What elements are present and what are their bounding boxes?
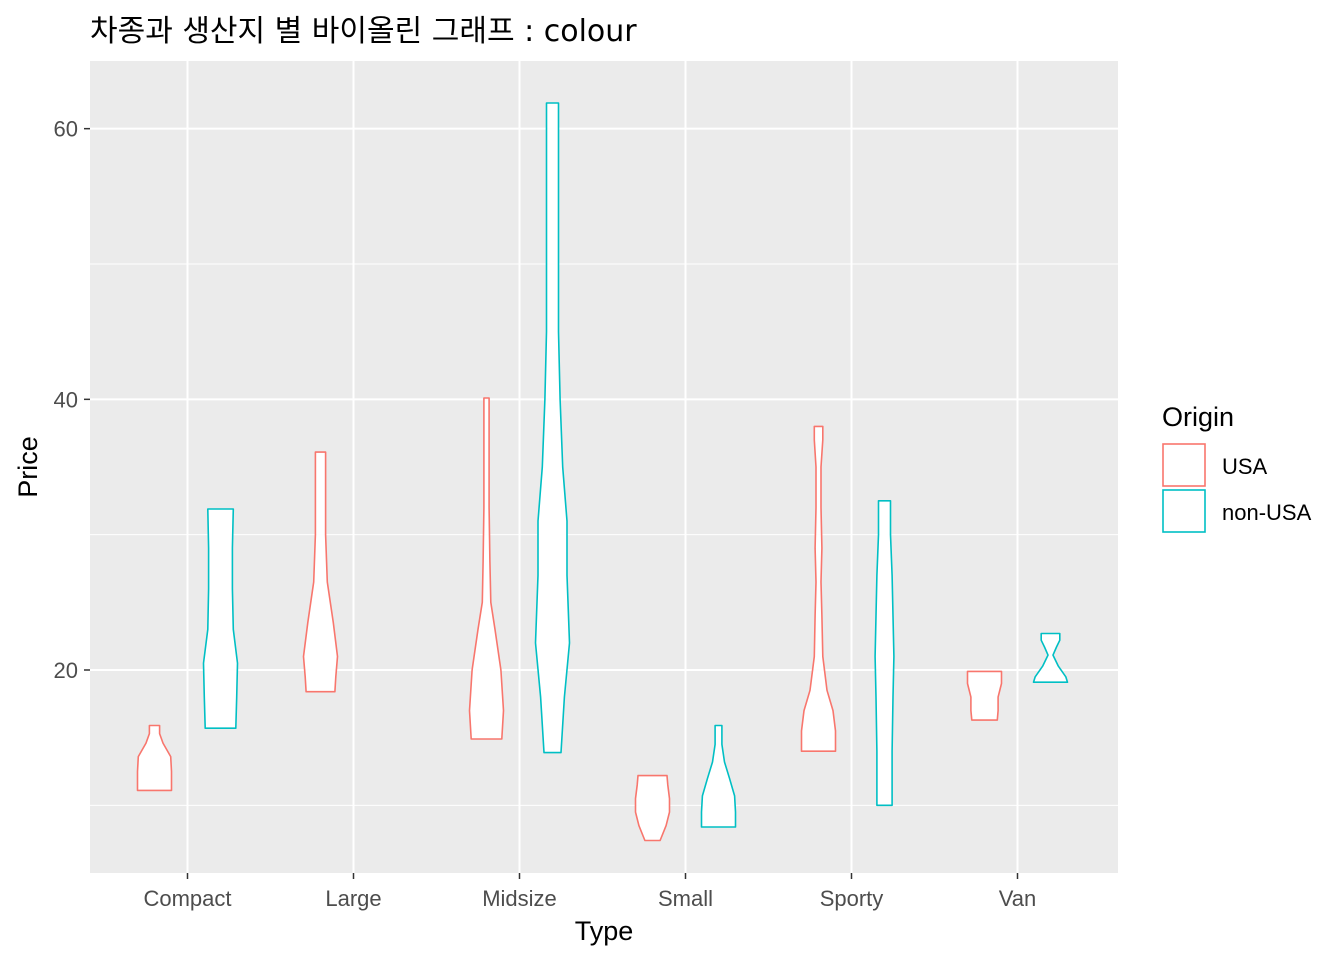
violins <box>136 102 1069 842</box>
violin-non-usa-sporty <box>874 500 895 807</box>
minor-gridlines <box>90 263 1118 806</box>
y-axis: 20 40 60 <box>54 117 90 683</box>
legend-key-non-usa <box>1162 489 1206 533</box>
violin-non-usa-midsize <box>534 102 571 754</box>
violin-non-usa-van <box>1032 632 1069 683</box>
violin-non-usa-compact <box>202 508 239 729</box>
x-tick-label-sporty: Sporty <box>820 886 884 911</box>
legend: Origin USA non-USA <box>1162 402 1312 533</box>
violin-usa-compact <box>136 724 173 792</box>
x-tick-label-large: Large <box>325 886 381 911</box>
x-tick-label-van: Van <box>999 886 1037 911</box>
plot-panel <box>90 61 1118 873</box>
y-tick-label: 20 <box>54 658 78 683</box>
major-gridlines <box>90 61 1118 873</box>
x-axis: Compact Large Midsize Small Sporty Van <box>143 873 1036 911</box>
legend-title: Origin <box>1162 402 1234 432</box>
chart-title: 차종과 생산지 별 바이올린 그래프 : colour <box>90 14 637 49</box>
x-axis-title: Type <box>575 916 634 946</box>
legend-label-non-usa: non-USA <box>1222 500 1312 525</box>
violin-usa-van <box>966 670 1003 721</box>
legend-key-usa <box>1162 443 1206 487</box>
violin-non-usa-small <box>700 724 737 828</box>
legend-label-usa: USA <box>1222 454 1268 479</box>
violin-usa-small <box>634 774 671 842</box>
x-tick-label-compact: Compact <box>143 886 231 911</box>
violin-usa-large <box>302 451 339 693</box>
x-tick-label-midsize: Midsize <box>482 886 557 911</box>
y-tick-label: 40 <box>54 387 78 412</box>
y-tick-label: 60 <box>54 117 78 142</box>
y-axis-title: Price <box>13 436 43 498</box>
violin-usa-sporty <box>800 425 837 752</box>
violin-usa-midsize <box>468 397 505 740</box>
x-tick-label-small: Small <box>658 886 713 911</box>
